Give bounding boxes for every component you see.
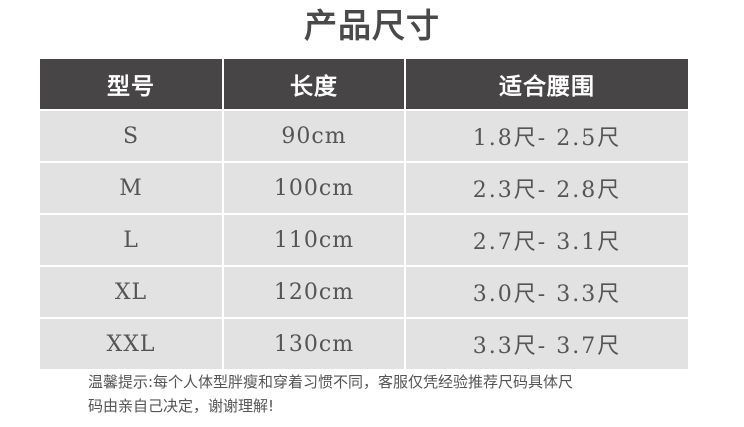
table-row: S 90cm 1.8尺- 2.5尺 — [40, 111, 688, 161]
table-row: XL 120cm 3.0尺- 3.3尺 — [40, 267, 688, 317]
cell-model: XL — [40, 267, 222, 317]
cell-length: 120cm — [224, 267, 404, 317]
column-header-waist: 适合腰围 — [406, 59, 688, 109]
size-table: 型号 长度 适合腰围 S 90cm 1.8尺- 2.5尺 M 100cm 2.3… — [38, 57, 690, 371]
footer-note-line-1: 温馨提示:每个人体型胖瘦和穿着习惯不同，客服仅凭经验推荐尺码具体尺 — [88, 373, 574, 391]
table-header: 型号 长度 适合腰围 — [40, 59, 688, 109]
cell-waist: 2.7尺- 3.1尺 — [406, 215, 688, 265]
cell-waist: 1.8尺- 2.5尺 — [406, 111, 688, 161]
footer-note-line-2: 码由亲自己决定，谢谢理解! — [88, 397, 275, 415]
table-header-row: 型号 长度 适合腰围 — [40, 59, 688, 109]
cell-model: XXL — [40, 319, 222, 369]
table-body: S 90cm 1.8尺- 2.5尺 M 100cm 2.3尺- 2.8尺 L 1… — [40, 111, 688, 369]
cell-waist: 3.3尺- 3.7尺 — [406, 319, 688, 369]
cell-waist: 3.0尺- 3.3尺 — [406, 267, 688, 317]
column-header-length: 长度 — [224, 59, 404, 109]
cell-waist: 2.3尺- 2.8尺 — [406, 163, 688, 213]
cell-length: 110cm — [224, 215, 404, 265]
cell-length: 130cm — [224, 319, 404, 369]
page-title: 产品尺寸 — [304, 6, 440, 45]
cell-model: S — [40, 111, 222, 161]
table-row: L 110cm 2.7尺- 3.1尺 — [40, 215, 688, 265]
cell-model: M — [40, 163, 222, 213]
cell-length: 100cm — [224, 163, 404, 213]
table-row: XXL 130cm 3.3尺- 3.7尺 — [40, 319, 688, 369]
cell-length: 90cm — [224, 111, 404, 161]
footer-note: 温馨提示:每个人体型胖瘦和穿着习惯不同，客服仅凭经验推荐尺码具体尺 码由亲自己决… — [88, 370, 668, 418]
cell-model: L — [40, 215, 222, 265]
table-row: M 100cm 2.3尺- 2.8尺 — [40, 163, 688, 213]
column-header-model: 型号 — [40, 59, 222, 109]
